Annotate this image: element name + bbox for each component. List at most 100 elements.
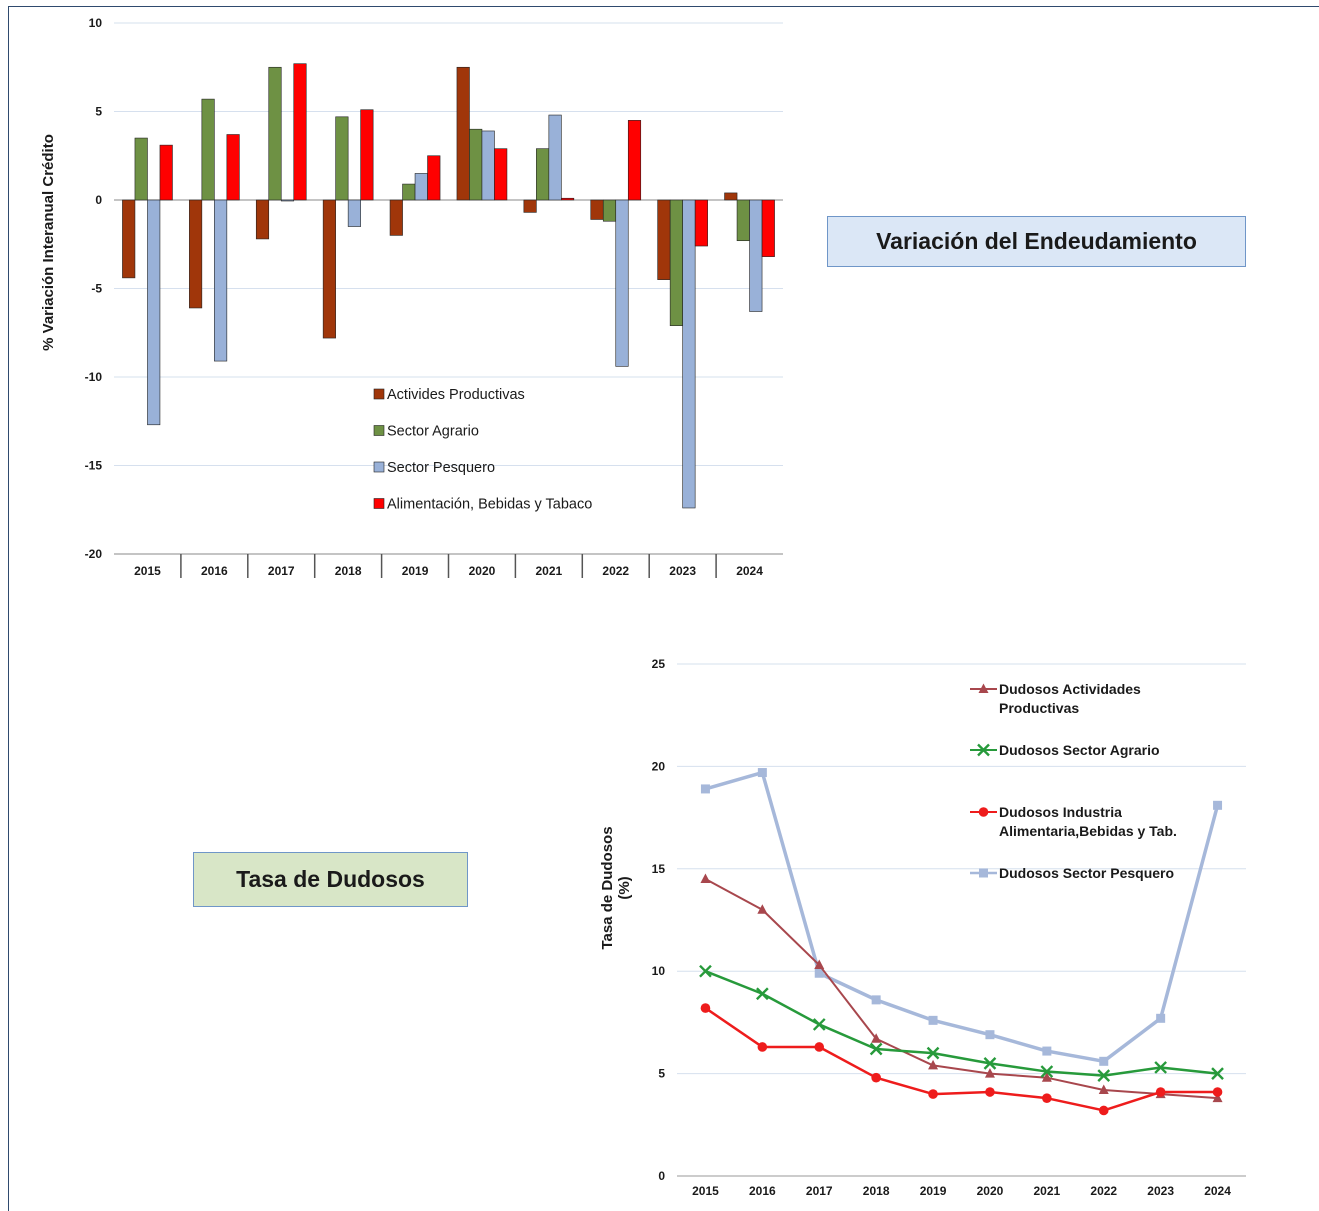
bar-x-tick-label: 2017: [268, 564, 295, 578]
line-marker-x: [869, 1042, 883, 1056]
bar-x-tick-label: 2020: [469, 564, 496, 578]
bar-agrario: [335, 116, 349, 201]
line-marker-x: [812, 1018, 826, 1031]
bar-alimentacion: [226, 134, 240, 201]
bar-y-tick-label: -15: [85, 459, 103, 473]
bar-alimentacion: [694, 199, 708, 247]
bar-agrario: [134, 137, 148, 201]
line-y-tick-label: 0: [658, 1169, 665, 1183]
line-x-tick-label: 2019: [920, 1184, 947, 1198]
bar-pesquero: [214, 199, 228, 362]
bar-alimentacion: [360, 109, 374, 201]
bar-x-tick-label: 2018: [335, 564, 362, 578]
bar-alimentacion: [427, 155, 441, 201]
bar-pesquero: [682, 199, 696, 509]
line-marker-circle: [928, 1089, 938, 1099]
line-x-tick-label: 2015: [692, 1184, 719, 1198]
line-marker-square: [1156, 1013, 1166, 1023]
bar-legend-swatch: [373, 425, 385, 436]
line-marker-x: [1097, 1069, 1111, 1082]
line-marker-triangle: [978, 683, 989, 693]
bar-legend-swatch: [373, 498, 385, 509]
bar-alimentacion: [494, 148, 508, 201]
line-marker-square: [700, 784, 710, 794]
line-y-tick-label: 20: [652, 759, 666, 773]
line-marker-circle: [1098, 1105, 1109, 1116]
line-series-dud_actividades: [704, 878, 1218, 1100]
line-marker-square: [1042, 1046, 1052, 1056]
bar-alimentacion: [293, 63, 307, 201]
line-legend-label: Dudosos Sector Pesquero: [999, 865, 1174, 881]
line-series-dud_agrario: [704, 970, 1218, 1077]
bar-agrario: [201, 98, 215, 201]
bar-legend-swatch: [373, 461, 385, 473]
bar-y-tick-label: -20: [85, 547, 103, 561]
bar-x-tick-label: 2016: [201, 564, 228, 578]
line-legend-label: Alimentaria,Bebidas y Tab.: [999, 823, 1177, 839]
bar-actividades: [122, 199, 136, 279]
line-legend-label: Dudosos Industria: [999, 804, 1122, 820]
bar-actividades: [189, 199, 203, 309]
line-marker-circle: [985, 1087, 995, 1097]
bar-x-tick-label: 2015: [134, 564, 161, 578]
line-y-tick-label: 15: [652, 862, 666, 876]
bar-alimentacion: [159, 144, 173, 201]
line-marker-triangle: [1041, 1072, 1052, 1082]
line-marker-x: [756, 987, 769, 1001]
bar-x-tick-label: 2019: [402, 564, 429, 578]
bar-pesquero: [548, 114, 562, 201]
bar-y-tick-label: -10: [85, 370, 103, 384]
line-x-tick-label: 2020: [977, 1184, 1004, 1198]
line-x-tick-label: 2022: [1090, 1184, 1117, 1198]
line-marker-x: [1211, 1067, 1224, 1080]
dudosos-label-box: Tasa de Dudosos: [193, 852, 468, 907]
bar-legend-label: Alimentación, Bebidas y Tabaco: [387, 497, 592, 513]
bar-x-tick-label: 2023: [669, 564, 696, 578]
line-marker-triangle: [871, 1033, 882, 1043]
line-marker-triangle: [757, 904, 768, 914]
bar-y-tick-label: -5: [91, 282, 102, 296]
line-x-tick-label: 2016: [749, 1184, 776, 1198]
line-y-tick-label: 25: [652, 657, 666, 671]
line-marker-circle: [1042, 1093, 1052, 1103]
line-marker-x: [699, 964, 712, 978]
line-marker-triangle: [928, 1059, 939, 1070]
line-marker-x: [977, 743, 990, 757]
line-marker-circle: [700, 1003, 711, 1013]
line-marker-x: [1154, 1061, 1167, 1074]
line-y-axis-label: (%): [616, 876, 633, 899]
bar-x-tick-label: 2021: [535, 564, 562, 578]
bar-actividades: [322, 199, 336, 339]
line-x-tick-label: 2017: [806, 1184, 833, 1198]
line-legend-label: Productivas: [999, 700, 1079, 716]
line-marker-square: [1213, 800, 1223, 810]
line-marker-triangle: [1098, 1084, 1109, 1094]
line-y-axis-label: Tasa de Dudosos: [599, 826, 616, 949]
line-marker-square: [871, 995, 881, 1005]
bar-pesquero: [280, 199, 295, 202]
line-series-dud_alimentaria: [704, 1007, 1218, 1112]
line-marker-square: [814, 968, 824, 978]
line-legend-label: Dudosos Sector Agrario: [999, 742, 1160, 758]
line-y-tick-label: 10: [652, 964, 666, 978]
line-marker-circle: [757, 1042, 768, 1052]
line-legend-label: Dudosos Actividades: [999, 681, 1141, 697]
line-marker-square: [757, 768, 767, 778]
bar-x-tick-label: 2024: [736, 564, 763, 578]
bar-actividades: [255, 199, 270, 240]
line-marker-square: [985, 1030, 995, 1040]
line-marker-circle: [978, 807, 989, 817]
line-marker-triangle: [700, 873, 711, 884]
line-marker-circle: [814, 1042, 825, 1052]
endeudamiento-label: Variación del Endeudamiento: [876, 228, 1197, 254]
bar-y-tick-label: 10: [89, 16, 103, 30]
bar-actividades: [523, 199, 537, 213]
bar-y-tick-label: 5: [95, 105, 102, 119]
bar-x-tick-label: 2022: [602, 564, 629, 578]
line-marker-x: [983, 1057, 997, 1070]
line-marker-triangle: [1212, 1092, 1223, 1103]
line-marker-triangle: [814, 959, 825, 970]
bar-pesquero: [347, 199, 361, 227]
